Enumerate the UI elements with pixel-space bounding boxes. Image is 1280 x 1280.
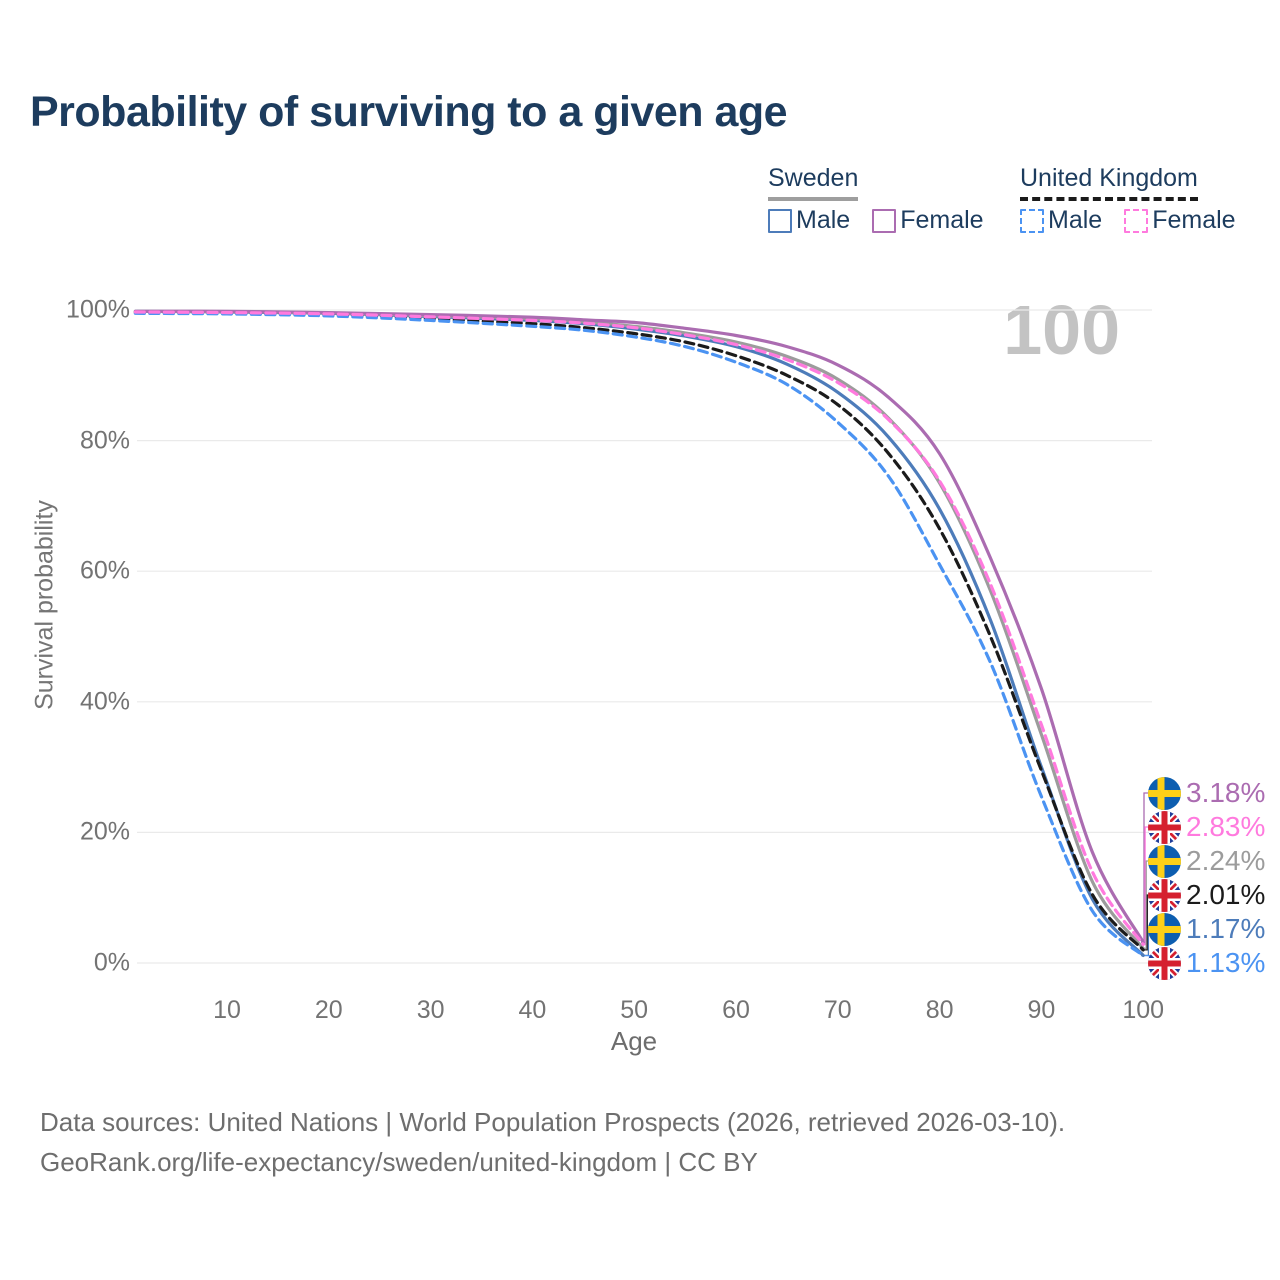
legend-item-sweden-male[interactable]: Male [768, 206, 851, 235]
legend-item-uk-male[interactable]: Male [1020, 206, 1103, 235]
legend-label-sweden-female[interactable]: Female [900, 206, 984, 234]
legend-checkbox-uk-male-icon[interactable] [1020, 208, 1044, 233]
x-axis-title: Age [610, 1026, 658, 1056]
legend-group-title-sweden: Sweden [768, 163, 859, 201]
legend-label-sweden-male[interactable]: Male [796, 206, 851, 234]
footer: Data sources: United Nations | World Pop… [40, 1102, 1065, 1182]
legend-group-sweden: Sweden Male Female [768, 163, 984, 235]
survival-curve-united-kingdom-male [133, 311, 1145, 958]
page-title: Probability of surviving to a given age [30, 88, 788, 136]
footer-data-sources: Data sources: United Nations | World Pop… [40, 1107, 1066, 1137]
survival-curve-sweden-both [133, 309, 1145, 950]
legend-checkbox-uk-female-icon[interactable] [1124, 208, 1149, 233]
legend-item-uk-female[interactable]: Female [1124, 206, 1236, 235]
legend-label-uk-male[interactable]: Male [1048, 206, 1103, 234]
footer-attribution: GeoRank.org/life-expectancy/sweden/unite… [40, 1147, 758, 1177]
legend-label-uk-female[interactable]: Female [1152, 206, 1236, 234]
end-label-connector [1141, 826, 1150, 946]
legend-group-united-kingdom: United Kingdom Male Female [1020, 163, 1236, 235]
survival-curve-united-kingdom-female [133, 310, 1145, 947]
survival-curve-sweden-male [133, 309, 1145, 957]
survival-curve-sweden-female [133, 309, 1145, 944]
legend-group-title-united-kingdom: United Kingdom [1020, 163, 1198, 201]
legend-item-sweden-female[interactable]: Female [872, 206, 984, 235]
age-counter-watermark: 100 [1003, 291, 1120, 369]
legend-row-united-kingdom: Male Female [1020, 206, 1236, 235]
survival-curve-united-kingdom-both [133, 311, 1145, 952]
legend-checkbox-sweden-male-icon[interactable] [768, 208, 792, 233]
legend-row-sweden: Male Female [768, 206, 984, 235]
legend-checkbox-sweden-female-icon[interactable] [872, 208, 897, 233]
